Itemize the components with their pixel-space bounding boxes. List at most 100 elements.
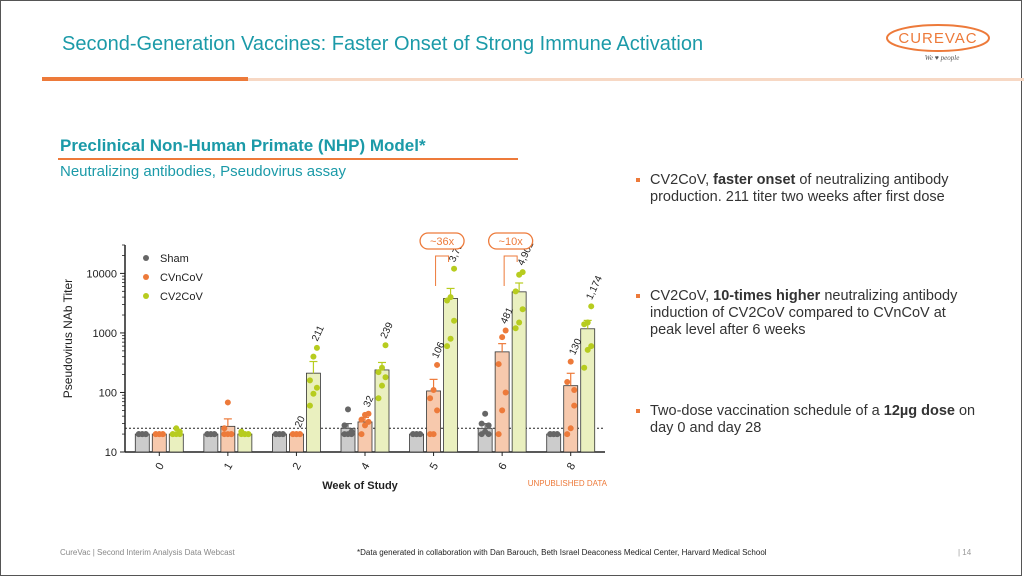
data-point [581, 364, 588, 371]
y-tick-label: 10000 [86, 268, 117, 280]
unpublished-annotation: UNPUBLISHED DATA [528, 479, 608, 488]
bullet-text: CV2CoV, [650, 288, 714, 304]
section-subheading: Neutralizing antibodies, Pseudovirus ass… [60, 163, 346, 180]
bullet-text: of neutralizing antibody production. 211… [650, 172, 949, 205]
data-point [379, 382, 385, 389]
y-tick-label: 1000 [93, 328, 117, 340]
x-tick-label: 0 [153, 461, 166, 472]
x-tick-label: 4 [359, 461, 372, 472]
section-heading: Preclinical Non-Human Primate (NHP) Mode… [60, 136, 426, 155]
data-point [365, 410, 372, 417]
data-point [519, 306, 526, 313]
fold-change-bracket [503, 255, 518, 286]
slide-title: Second-Generation Vaccines: Faster Onset… [62, 33, 704, 55]
data-point [224, 399, 231, 406]
bullet-marker [636, 409, 640, 413]
data-point [499, 334, 506, 341]
data-point [588, 343, 595, 350]
data-point [417, 431, 424, 438]
bullet-bold: 10-times higher [713, 288, 821, 304]
title-rule-accent [42, 77, 248, 81]
bullet-text: Two-dose vaccination schedule of a [650, 403, 884, 419]
data-point [173, 425, 180, 432]
data-point [142, 431, 149, 438]
data-point [221, 425, 228, 432]
data-point [584, 319, 591, 326]
value-label: 239 [379, 320, 396, 340]
legend-label: Sham [160, 253, 189, 265]
data-point [512, 325, 519, 332]
data-point [588, 303, 595, 310]
data-point [564, 378, 571, 385]
data-point [313, 384, 320, 391]
data-point [499, 407, 506, 414]
bullet-marker [636, 294, 640, 298]
data-point [564, 431, 571, 438]
x-tick-label: 5 [428, 461, 441, 472]
data-point [554, 431, 561, 438]
bullet-item: CV2CoV, faster onset of neutralizing ant… [636, 172, 976, 206]
bullet-text: CV2CoV, [650, 172, 714, 188]
data-point [176, 431, 183, 438]
logo-text: CUREVAC [898, 30, 977, 47]
bar [306, 372, 321, 453]
data-point [159, 431, 166, 438]
data-point [447, 294, 454, 301]
data-point [341, 422, 348, 429]
data-point [365, 418, 372, 425]
x-tick-label: 2 [291, 461, 304, 472]
bullet-item: CV2CoV, 10-times higher neutralizing ant… [636, 288, 976, 339]
data-point [169, 431, 176, 438]
data-point [345, 406, 351, 413]
section-rule [58, 158, 518, 160]
x-axis-label: Week of Study [322, 480, 398, 492]
data-point [375, 369, 382, 376]
bullet-text: on day 0 and day 28 [650, 403, 976, 436]
bar [563, 385, 579, 453]
data-point [296, 431, 303, 438]
data-point [495, 361, 502, 368]
data-point [306, 402, 313, 409]
legend-marker [143, 274, 149, 280]
value-label: 32 [362, 394, 377, 409]
data-point [434, 361, 441, 368]
data-point [211, 431, 218, 438]
data-point [444, 343, 451, 350]
y-axis-label: Pseudovirus NAb Titer [61, 279, 75, 398]
bar [374, 369, 390, 453]
legend-marker [143, 293, 149, 299]
data-point [228, 431, 235, 438]
data-point [482, 410, 489, 417]
data-point [348, 431, 355, 438]
data-point [502, 389, 509, 396]
fold-change-label: ~36x [430, 236, 455, 248]
x-tick-label: 6 [496, 461, 509, 472]
logo-swoosh [886, 24, 990, 52]
data-point [478, 420, 485, 427]
data-point [571, 402, 578, 409]
data-point [519, 269, 526, 276]
y-tick-label: 100 [99, 387, 117, 399]
data-point [512, 288, 519, 295]
data-point [451, 265, 458, 272]
fold-change-bracket [435, 255, 450, 286]
legend-marker [143, 255, 149, 261]
data-point [245, 431, 252, 438]
data-point [451, 317, 458, 324]
fold-change-badge [419, 232, 465, 250]
data-point [427, 395, 434, 402]
bullet-item: Two-dose vaccination schedule of a 12µg … [636, 403, 976, 437]
data-point [382, 342, 389, 349]
data-point [567, 425, 574, 432]
footer-note: *Data generated in collaboration with Da… [357, 548, 767, 557]
footer-source: CureVac | Second Interim Analysis Data W… [60, 548, 235, 557]
curevac-logo: CUREVAC We ♥ people [886, 24, 990, 62]
nab-titer-chart: 10 100 1000 10000 Pseudovirus NAb Titer 0 1 2 4 5… [61, 232, 608, 492]
bullet-text: neutralizing antibody induction of CV2Co… [650, 288, 958, 338]
data-point [434, 407, 441, 414]
page-number: | 14 [958, 548, 972, 557]
data-point [485, 431, 492, 438]
data-point [310, 390, 317, 397]
x-tick-label: 8 [565, 461, 578, 472]
